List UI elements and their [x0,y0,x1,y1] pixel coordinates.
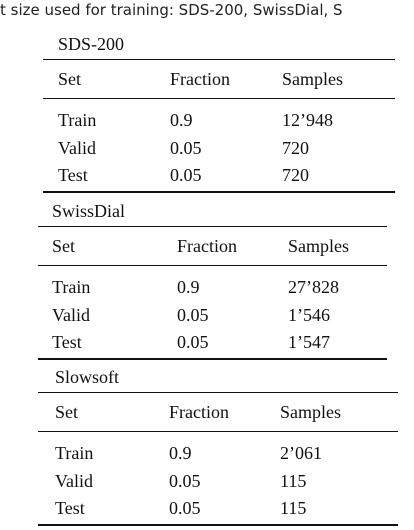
cell: 0.9 [170,110,193,130]
column-header: Set [55,402,79,422]
column-header: Set [52,236,76,256]
cell: 0.05 [170,165,202,185]
column-header: Samples [288,236,349,256]
column-header: Samples [280,402,341,422]
rule [38,392,398,393]
cell: 0.05 [169,470,201,491]
column-header: Fraction [170,69,230,89]
cell: 0.05 [177,332,209,352]
rule [38,265,387,266]
cell: Train [55,443,94,463]
cell: 2’061 [280,443,322,463]
caption: t size used for training: SDS-200, Swiss… [0,1,343,19]
column-header: Fraction [177,236,237,256]
table-title: SDS-200 [58,34,125,54]
cell: Test [52,332,82,352]
column-header: Samples [282,69,343,89]
cell: 1’546 [288,304,330,325]
column-header: Set [58,69,82,89]
rule [43,191,395,193]
table-title: Slowsoft [55,367,120,387]
cell: 12’948 [282,110,333,130]
rule [38,431,398,432]
rule [38,524,398,526]
cell: Valid [58,137,96,158]
cell: Valid [52,304,90,325]
table-title: SwissDial [52,201,126,221]
cell: 0.05 [170,137,202,158]
rule [38,226,387,227]
cell: 0.05 [169,498,201,518]
rule [38,358,387,360]
cell: 1’547 [288,332,330,352]
cell: Train [58,110,97,130]
column-header: Fraction [169,402,229,422]
cell: Test [58,165,88,185]
cell: 115 [280,470,307,491]
cell: Train [52,277,91,297]
cell: Valid [55,470,93,491]
cell: 720 [282,165,309,185]
cell: 27’828 [288,277,339,297]
cell: 0.9 [177,277,200,297]
rule [43,98,395,99]
cell: 720 [282,137,309,158]
cell: 0.9 [169,443,192,463]
cell: 115 [280,498,307,518]
rule [43,59,395,60]
cell: Test [55,498,85,518]
cell: 0.05 [177,304,209,325]
